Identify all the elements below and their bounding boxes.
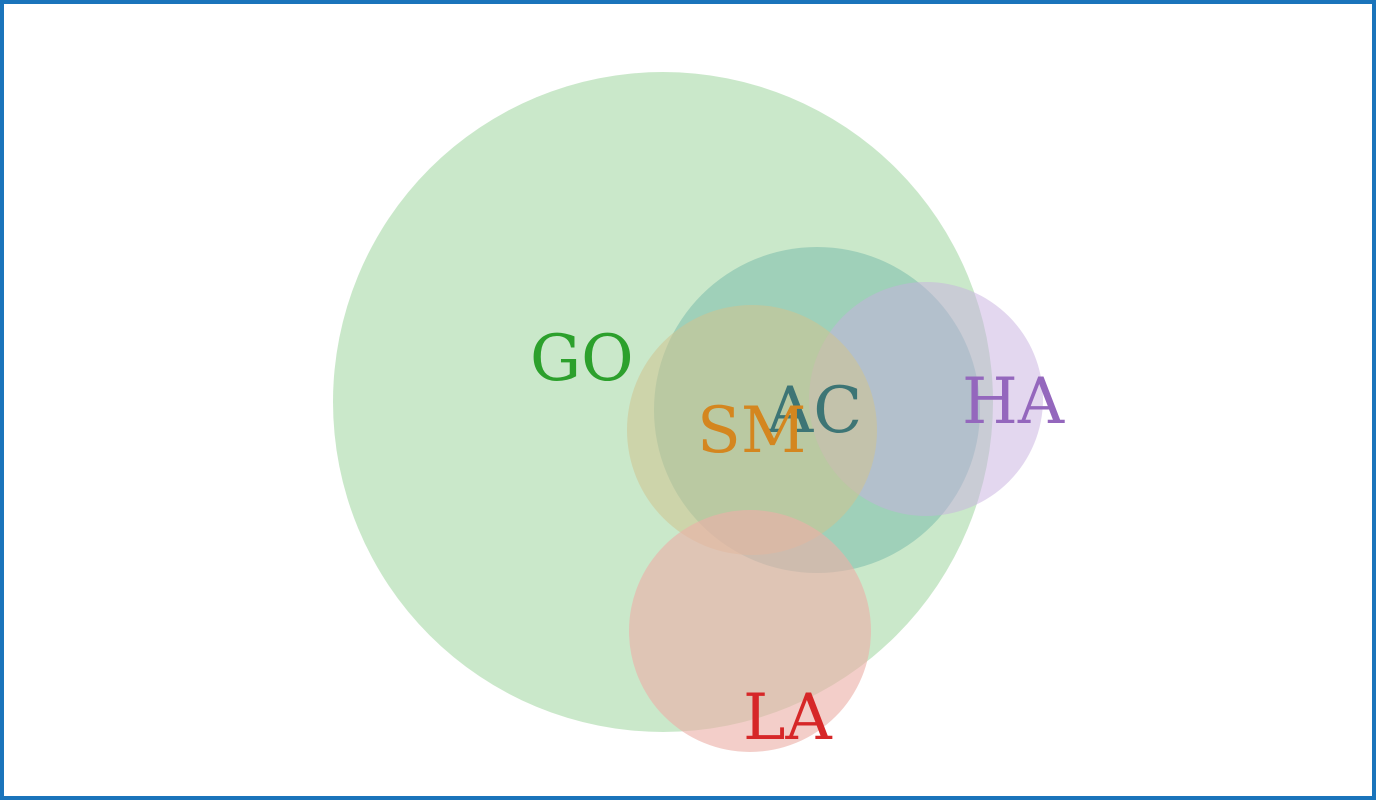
set-label-ha: HA	[962, 365, 1065, 439]
set-circle-sm	[627, 305, 877, 555]
set-label-sm: SM	[697, 394, 806, 468]
set-label-go: GO	[530, 322, 634, 396]
set-circle-la	[629, 510, 871, 752]
set-label-la: LA	[743, 681, 833, 755]
set-label-ac: AC	[766, 374, 862, 448]
